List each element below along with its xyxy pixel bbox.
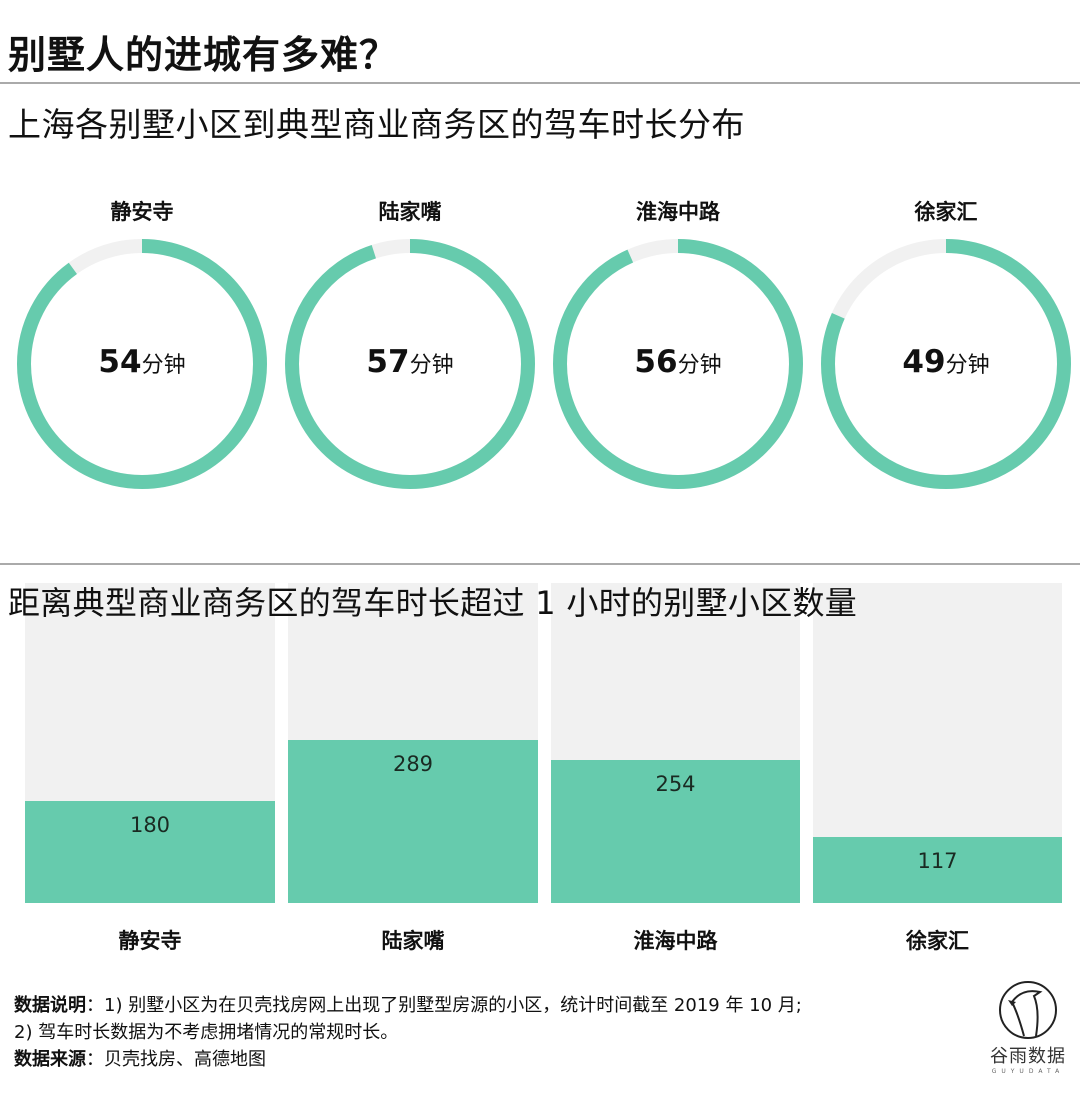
ring-chart-jingansi: 静安寺 54分钟 [8, 190, 276, 490]
divider [0, 563, 1080, 565]
ring-value: 57分钟 [366, 344, 454, 380]
ring-label: 徐家汇 [914, 200, 978, 224]
divider [0, 82, 1080, 84]
ring-value: 56分钟 [634, 344, 722, 380]
data-note-line2: 2) 驾车时长数据为不考虑拥堵情况的常规时长。 [14, 1022, 399, 1043]
bar-value: 180 [129, 813, 171, 838]
progress-ring [553, 239, 803, 489]
bar-column: 117 [813, 583, 1062, 903]
page-title: 别墅人的进城有多难？ [8, 33, 399, 77]
data-note-line1: 数据说明：1) 别墅小区为在贝壳找房网上出现了别墅型房源的小区，统计时间截至 2… [14, 995, 802, 1016]
ring-chart-huaihai: 淮海中路 56分钟 [544, 190, 812, 490]
bar-column: 180 [25, 583, 275, 903]
ring-chart-title: 上海各别墅小区到典型商业商务区的驾车时长分布 [8, 105, 745, 144]
bar-chart-title: 距离典型商业商务区的驾车时长超过 1 小时的别墅小区数量 [8, 584, 858, 622]
progress-ring [821, 239, 1071, 489]
ring-chart-lujiazui: 陆家嘴 57分钟 [276, 190, 544, 490]
logo-text: 谷雨数据 [990, 1046, 1066, 1067]
ring-label: 淮海中路 [636, 200, 720, 224]
bar-category-label: 陆家嘴 [381, 929, 445, 953]
progress-ring [17, 239, 267, 489]
bar [551, 759, 800, 903]
bar-category-label: 淮海中路 [633, 929, 718, 953]
bar [288, 739, 538, 903]
ring-chart-xujiahui: 徐家汇 49分钟 [812, 190, 1080, 490]
bar-value: 117 [917, 848, 958, 873]
bar-category-label: 徐家汇 [906, 929, 969, 953]
progress-ring [285, 239, 535, 489]
bird-logo-icon [999, 981, 1057, 1039]
ring-value: 54分钟 [98, 344, 186, 380]
bar-value: 254 [655, 771, 696, 796]
bar-value: 289 [392, 751, 434, 776]
bar-column: 254 [551, 583, 800, 903]
bar-column: 289 [288, 583, 538, 903]
bar-category-label: 静安寺 [118, 929, 182, 953]
ring-value: 49分钟 [902, 344, 990, 380]
ring-label: 静安寺 [110, 200, 174, 224]
bar [813, 836, 1062, 903]
logo-subtext: GUYUDATA [991, 1068, 1065, 1075]
ring-label: 陆家嘴 [378, 200, 442, 224]
footnote: 数据说明：1) 别墅小区为在贝壳找房网上出现了别墅型房源的小区，统计时间截至 2… [14, 992, 802, 1073]
brand-logo: 谷雨数据 GUYUDATA [978, 980, 1078, 1090]
bar [25, 801, 275, 903]
data-source: 数据来源：贝壳找房、高德地图 [14, 1049, 266, 1070]
